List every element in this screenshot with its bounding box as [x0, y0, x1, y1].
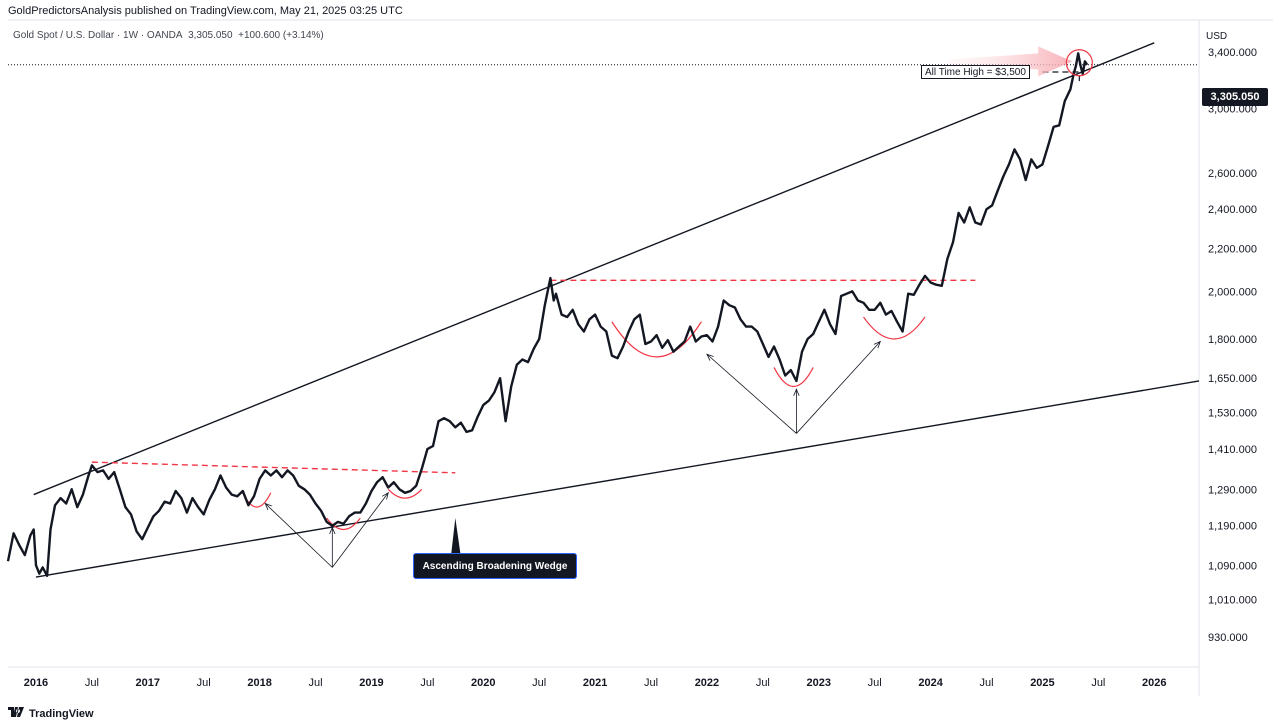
arrow-head — [329, 526, 336, 535]
y-tick-label: 2,200.000 — [1208, 243, 1257, 255]
y-tick-label: 1,010.000 — [1208, 595, 1257, 607]
drawings-layer — [8, 42, 1200, 578]
tradingview-footer[interactable]: TradingView — [8, 707, 94, 720]
y-axis[interactable]: 930.000 1,010.000 1,090.000 1,190.000 1,290.… — [1208, 47, 1257, 644]
last-price-badge: 3,305.050 — [1202, 88, 1268, 106]
currency-label[interactable]: USD — [1206, 31, 1228, 42]
arrow-head — [793, 388, 800, 396]
x-tick-label: 2017 — [136, 677, 160, 689]
y-tick-label: 930.000 — [1208, 632, 1248, 644]
x-tick-label: 2022 — [695, 677, 719, 689]
x-tick-label: 2025 — [1030, 677, 1054, 689]
pointer-arrow — [331, 492, 389, 568]
pointer-arrow — [796, 341, 881, 434]
resistance-line-2016[interactable] — [91, 461, 456, 474]
y-tick-label: 1,290.000 — [1208, 484, 1257, 496]
arrow-head — [706, 353, 714, 361]
ath-label[interactable]: All Time High = $3,500 — [921, 65, 1030, 79]
x-tick-label: 2021 — [583, 677, 607, 689]
x-tick-label: Jul — [309, 677, 323, 689]
x-tick-label: Jul — [979, 677, 993, 689]
x-tick-label: 2026 — [1142, 677, 1166, 689]
x-tick-label: Jul — [532, 677, 546, 689]
y-tick-label: 1,800.000 — [1208, 334, 1257, 346]
x-tick-label: Jul — [85, 677, 99, 689]
arrow-head — [873, 340, 881, 349]
y-tick-label: 1,090.000 — [1208, 560, 1257, 572]
y-tick-label: 2,400.000 — [1208, 204, 1257, 216]
x-tick-label: 2019 — [359, 677, 383, 689]
y-tick-label: 2,000.000 — [1208, 286, 1257, 298]
x-tick-label: Jul — [644, 677, 658, 689]
upper-trendline[interactable] — [33, 42, 1155, 496]
arrow-head — [264, 502, 272, 511]
y-tick-label: 1,650.000 — [1208, 373, 1257, 385]
publisher-credit: GoldPredictorsAnalysis published on Trad… — [8, 5, 403, 17]
y-tick-label: 1,530.000 — [1208, 407, 1257, 419]
y-tick-label: 1,410.000 — [1208, 444, 1257, 456]
y-tick-label: 2,600.000 — [1208, 168, 1257, 180]
cup-arc — [863, 316, 926, 340]
cup-arc — [611, 321, 702, 358]
y-tick-label: 1,190.000 — [1208, 521, 1257, 533]
symbol-name[interactable]: Gold Spot / U.S. Dollar · 1W · OANDA — [13, 30, 183, 41]
pointer-arrow — [264, 503, 333, 568]
price-change: +100.600 (+3.14%) — [238, 30, 324, 41]
x-axis[interactable]: 2016 Jul 2017 Jul 2018 Jul 2019 Jul 2020 Jul 2021 J… — [24, 677, 1167, 689]
price-series-line[interactable] — [6, 52, 1089, 577]
arrow-head — [381, 491, 389, 500]
wedge-label[interactable]: Ascending Broadening Wedge — [413, 553, 577, 579]
ath-connector — [1042, 71, 1080, 82]
pointer-arrow — [706, 353, 797, 434]
x-tick-label: 2020 — [471, 677, 495, 689]
x-tick-label: 2016 — [24, 677, 48, 689]
x-tick-label: Jul — [420, 677, 434, 689]
tradingview-brand: TradingView — [29, 707, 94, 720]
x-tick-label: Jul — [1091, 677, 1105, 689]
y-tick-label: 3,000.000 — [1208, 103, 1257, 115]
x-tick-label: 2024 — [918, 677, 943, 689]
wedge-label-pointer — [451, 518, 461, 553]
x-tick-label: Jul — [756, 677, 770, 689]
x-tick-label: 2023 — [807, 677, 831, 689]
symbol-info: Gold Spot / U.S. Dollar · 1W · OANDA 3,3… — [13, 30, 324, 41]
x-tick-label: Jul — [868, 677, 882, 689]
cup-arc — [387, 488, 423, 499]
lower-trendline[interactable] — [35, 380, 1200, 578]
tradingview-logo-icon — [8, 707, 24, 720]
series-layer — [6, 49, 1093, 577]
x-tick-label: Jul — [197, 677, 211, 689]
ath-highlight-circle — [1065, 49, 1093, 77]
y-tick-label: 3,400.000 — [1208, 47, 1257, 59]
x-tick-label: 2018 — [247, 677, 271, 689]
cup-arc — [326, 517, 361, 531]
last-price: 3,305.050 — [188, 30, 233, 41]
highlight-arrow — [948, 46, 1073, 77]
cup-arc — [773, 367, 814, 387]
